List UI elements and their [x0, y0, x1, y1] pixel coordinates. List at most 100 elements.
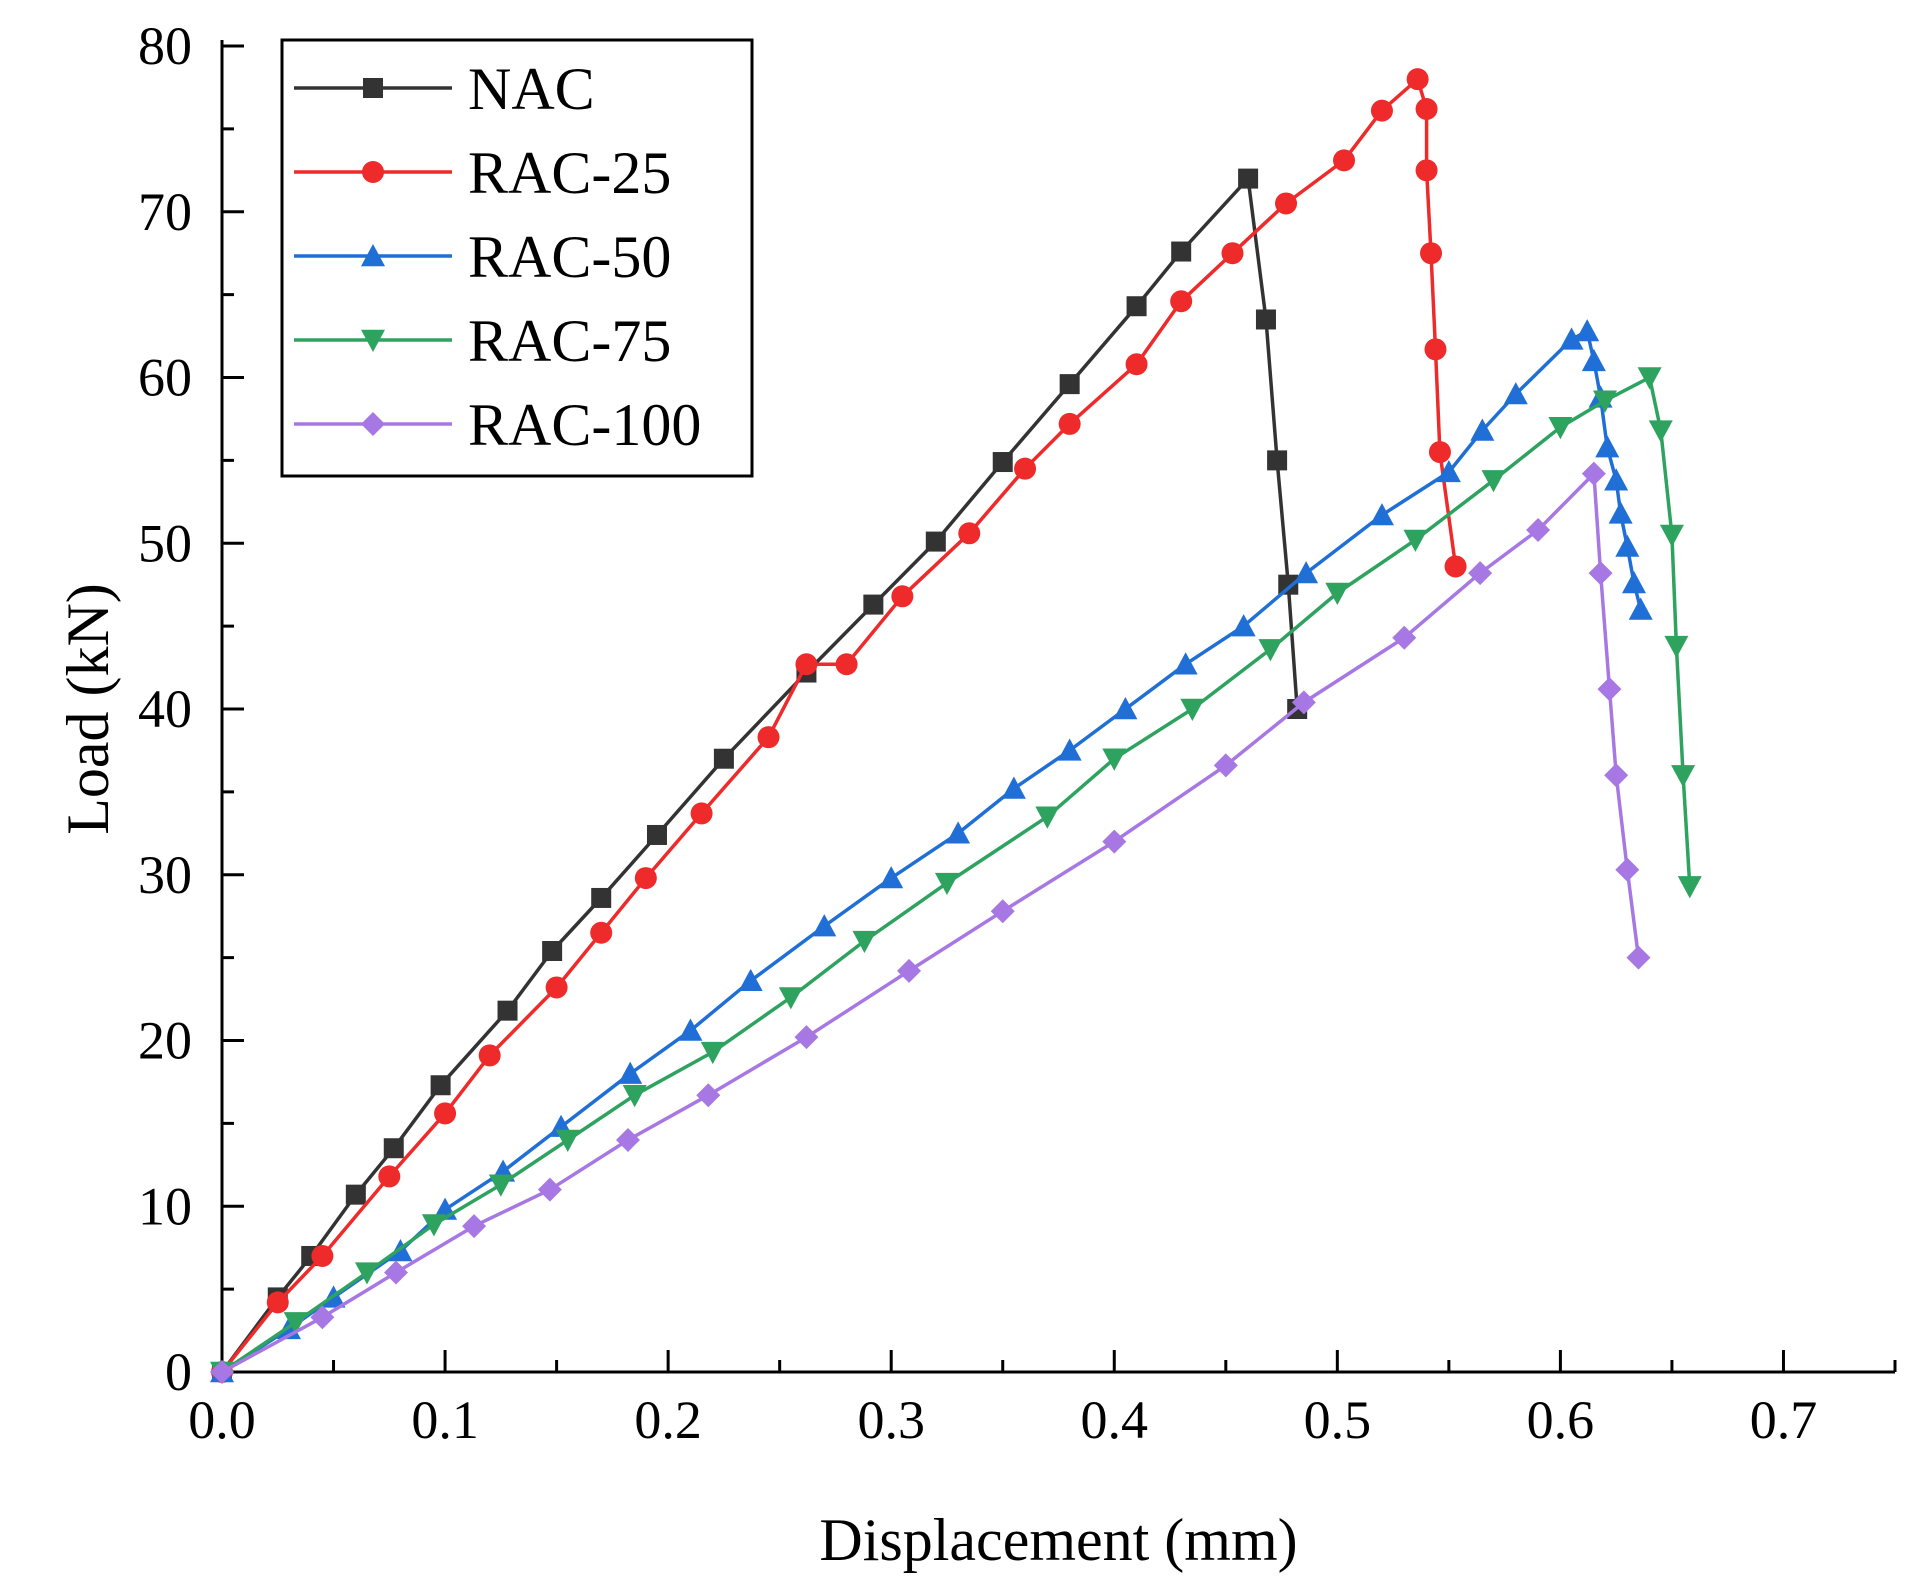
data-point-rac-25: [958, 522, 981, 545]
data-point-rac-100: [210, 1360, 234, 1384]
y-tick-label: 10: [138, 1176, 192, 1236]
data-point-rac-75: [1637, 367, 1662, 390]
data-point-nac: [1267, 450, 1288, 471]
data-point-rac-25: [1370, 99, 1393, 122]
data-point-rac-100: [1102, 829, 1127, 854]
data-point-rac-25: [434, 1102, 457, 1125]
data-point-rac-50: [1503, 382, 1528, 405]
y-tick-label: 70: [138, 182, 192, 242]
y-tick-label: 80: [138, 16, 192, 76]
data-point-rac-100: [1597, 677, 1622, 702]
data-point-nac: [863, 594, 884, 615]
data-point-rac-50: [1113, 697, 1138, 720]
y-tick-label: 40: [138, 679, 192, 739]
data-point-rac-75: [1593, 390, 1618, 413]
data-point-rac-25: [311, 1244, 334, 1267]
data-point-rac-75: [354, 1262, 379, 1285]
legend-label-rac-25: RAC-25: [468, 140, 671, 206]
data-point-rac-50: [1581, 348, 1606, 372]
data-point-rac-100: [383, 1260, 408, 1285]
legend: NAC RAC-25 RAC-50 RAC-75 RAC-100: [280, 38, 754, 478]
data-point-rac-75: [1671, 765, 1696, 788]
data-point-rac-75: [1258, 639, 1283, 662]
data-point-rac-75: [421, 1214, 446, 1237]
y-tick-label: 30: [138, 845, 192, 905]
data-point-rac-50: [879, 866, 904, 889]
data-point-rac-75: [622, 1084, 647, 1108]
data-point-rac-25: [835, 653, 858, 676]
data-point-nac: [992, 452, 1013, 473]
data-point-rac-100: [1615, 857, 1640, 882]
data-point-nac: [646, 824, 667, 845]
legend-item-rac-100: RAC-100: [294, 392, 701, 458]
data-point-nac: [1059, 374, 1080, 395]
data-point-rac-25: [545, 976, 568, 999]
data-point-rac-100: [794, 1025, 819, 1050]
data-point-rac-100: [1468, 561, 1493, 586]
data-point-rac-75: [778, 987, 803, 1010]
data-point-rac-100: [1604, 763, 1629, 788]
data-point-rac-50: [1001, 776, 1026, 799]
data-point-rac-75: [1548, 417, 1573, 440]
data-point-rac-25: [1420, 242, 1443, 265]
y-tick-label: 0: [165, 1342, 192, 1402]
data-point-rac-100: [1581, 461, 1606, 486]
data-point-rac-50: [738, 968, 763, 992]
data-point-rac-50: [1057, 738, 1082, 761]
data-point-rac-100: [1626, 945, 1651, 970]
data-point-rac-25: [266, 1291, 289, 1314]
legend-item-rac-25: RAC-25: [294, 140, 671, 206]
x-tick-label: 0.1: [411, 1390, 479, 1450]
legend-label-rac-50: RAC-50: [468, 224, 671, 290]
data-point-rac-100: [462, 1214, 487, 1239]
axes: 0.0 0.1 0.2 0.3 0.4 0.5 0.6 0.7 0 10 20 30 40 50 60 70 8…: [138, 16, 1897, 1450]
data-point-rac-50: [1436, 459, 1461, 483]
data-point-rac-50: [1369, 503, 1394, 526]
legend-label-nac: NAC: [468, 56, 595, 122]
legend-marker-rac-100: [361, 412, 385, 436]
data-point-rac-100: [897, 958, 922, 983]
data-point-rac-75: [934, 872, 959, 896]
data-point-rac-25: [1125, 353, 1148, 376]
data-point-rac-25: [1415, 97, 1438, 120]
data-point-rac-25: [1415, 159, 1438, 182]
data-point-rac-75: [1659, 524, 1684, 547]
data-point-rac-75: [1648, 420, 1673, 443]
data-point-rac-50: [1622, 571, 1647, 594]
data-point-rac-25: [1406, 68, 1429, 91]
x-tick-label: 0.7: [1750, 1390, 1818, 1450]
data-point-nac: [345, 1184, 366, 1205]
data-point-rac-75: [1102, 748, 1127, 771]
data-point-rac-25: [1170, 290, 1193, 313]
legend-item-rac-50: RAC-50: [294, 224, 671, 290]
data-point-nac: [1278, 574, 1299, 595]
data-point-rac-75: [1677, 876, 1702, 899]
data-point-rac-50: [1231, 614, 1256, 637]
data-point-nac: [542, 940, 563, 961]
data-point-nac: [1238, 168, 1259, 189]
data-point-rac-25: [1444, 555, 1467, 578]
data-point-rac-25: [1428, 441, 1451, 464]
data-point-rac-25: [795, 653, 818, 676]
data-point-rac-75: [1403, 529, 1428, 552]
y-tick-label: 20: [138, 1011, 192, 1071]
data-point-rac-75: [1180, 698, 1205, 721]
data-point-rac-50: [1608, 501, 1633, 524]
data-point-rac-100: [990, 899, 1015, 924]
legend-marker-nac: [363, 78, 383, 98]
data-point-rac-100: [615, 1127, 640, 1152]
data-point-rac-50: [1575, 319, 1600, 342]
data-point-rac-50: [1628, 597, 1653, 620]
x-tick-label: 0.0: [188, 1390, 256, 1450]
x-tick-label: 0.3: [857, 1390, 925, 1450]
data-point-rac-75: [1664, 635, 1689, 659]
data-point-nac: [1171, 241, 1192, 262]
data-point-rac-50: [946, 821, 971, 844]
legend-box: [280, 38, 754, 478]
data-point-nac: [430, 1075, 451, 1096]
data-point-rac-50: [1615, 534, 1640, 557]
data-point-rac-25: [1014, 457, 1037, 480]
data-point-rac-50: [1595, 435, 1620, 458]
data-point-rac-50: [678, 1018, 703, 1041]
data-point-rac-75: [700, 1041, 725, 1065]
